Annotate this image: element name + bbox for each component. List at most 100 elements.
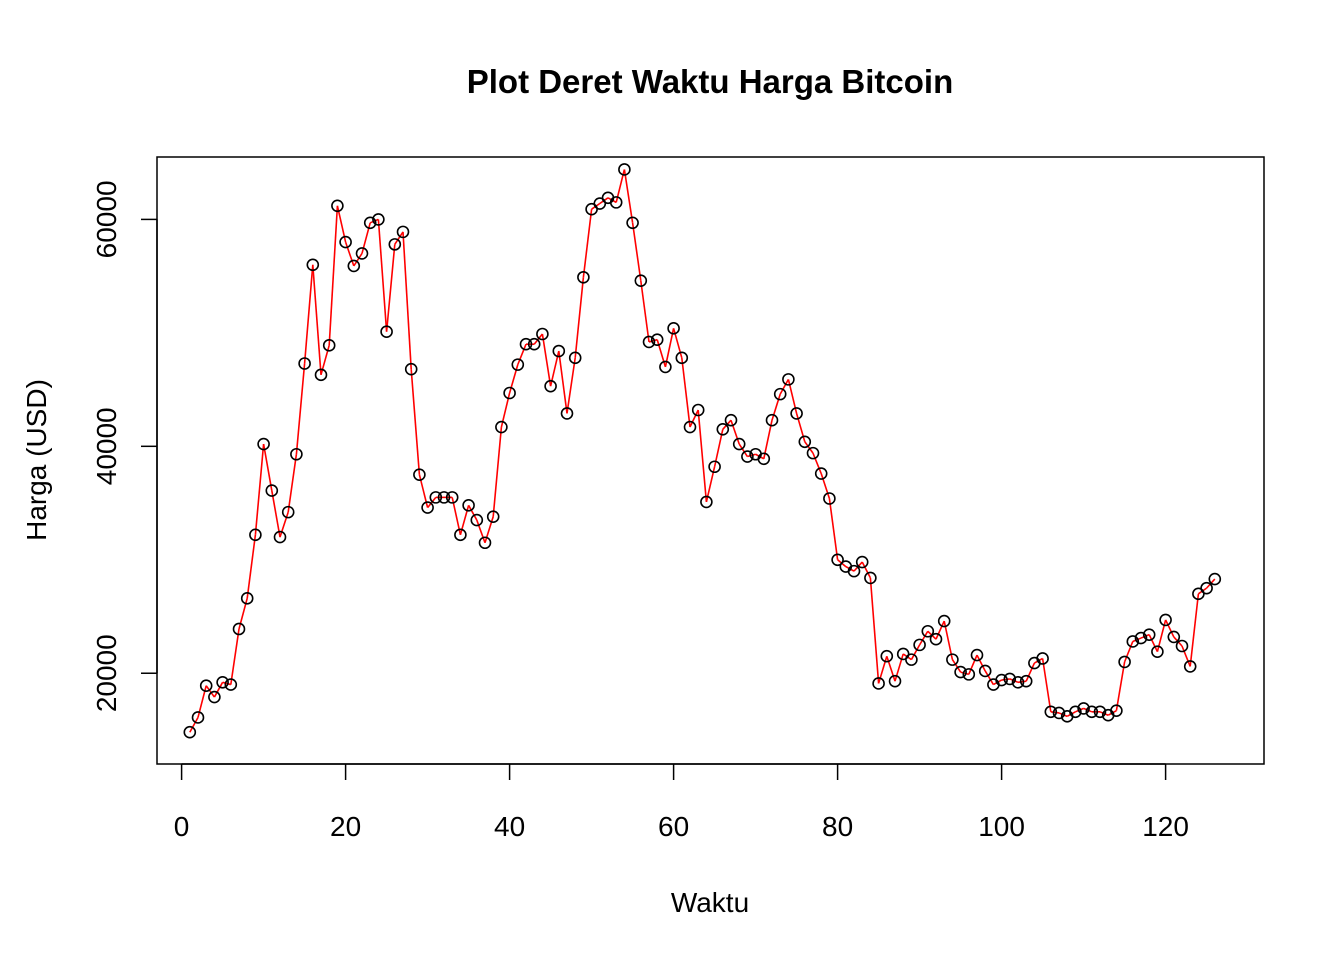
data-point [208, 690, 221, 704]
data-point [937, 614, 951, 628]
x-tick-label: 0 [174, 811, 190, 842]
data-point [1093, 705, 1107, 719]
data-point [1134, 631, 1148, 645]
data-point [536, 327, 549, 341]
series-segment [230, 628, 240, 685]
series-segment [566, 357, 576, 414]
data-point [798, 435, 812, 449]
series-segment [623, 169, 634, 223]
series-segment [755, 453, 765, 460]
data-point [847, 564, 861, 578]
series-segment [303, 264, 314, 364]
data-point [281, 505, 295, 519]
data-point [331, 199, 344, 213]
data-point [929, 632, 943, 646]
data-point [1110, 704, 1123, 717]
series-layer [183, 163, 1222, 739]
data-point [478, 536, 492, 550]
data-point [339, 235, 352, 249]
series-segment [771, 393, 781, 421]
series-segment [344, 241, 355, 267]
data-point [355, 247, 369, 260]
y-axis-label: Harga (USD) [21, 379, 52, 541]
series-segment [820, 473, 831, 499]
series-segment [631, 222, 642, 281]
series-segment [394, 231, 404, 245]
series-segment [1017, 680, 1027, 684]
y-tick-label: 20000 [91, 634, 122, 712]
series-segment [205, 685, 216, 698]
series-segment [410, 369, 421, 475]
series-segment [189, 717, 199, 733]
data-point [1208, 572, 1222, 586]
data-point [1118, 655, 1131, 669]
series-segment [935, 620, 945, 640]
series-segment [607, 197, 617, 204]
series-segment [1123, 641, 1134, 663]
data-point [298, 357, 311, 370]
data-point [1167, 630, 1181, 644]
data-point [724, 413, 738, 427]
data-point [413, 468, 426, 481]
series-segment [738, 443, 749, 457]
data-point [650, 333, 664, 346]
data-point [306, 258, 320, 272]
series-segment [1025, 662, 1036, 682]
series-segment [1148, 634, 1159, 653]
data-point [191, 711, 205, 724]
data-point [396, 225, 410, 239]
series-segment [1181, 645, 1191, 667]
data-point [675, 351, 689, 365]
data-point [322, 339, 336, 352]
plot-frame [156, 156, 1265, 765]
data-point [470, 513, 484, 527]
series-segment [943, 620, 954, 660]
data-point [249, 528, 262, 542]
data-point [1069, 705, 1082, 719]
data-point [1077, 702, 1090, 715]
data-point [716, 422, 730, 436]
data-point [1142, 628, 1156, 641]
x-tick-label: 60 [658, 811, 689, 842]
series-segment [1058, 712, 1068, 718]
series-segment [426, 496, 437, 509]
series-segment [1189, 593, 1200, 667]
data-point [519, 337, 533, 351]
data-point [224, 678, 238, 691]
series-segment [993, 679, 1002, 686]
data-point [363, 216, 377, 230]
series-segment [476, 519, 486, 544]
series-segment [812, 452, 822, 474]
series-segment [747, 453, 756, 458]
data-point [642, 335, 656, 349]
data-point [544, 379, 557, 393]
series-segment [385, 244, 396, 332]
series-segment [951, 659, 962, 673]
x-tick-label: 80 [822, 811, 853, 842]
data-point [1159, 613, 1172, 627]
data-point [183, 725, 197, 739]
series-segment [1001, 678, 1010, 681]
data-point [372, 213, 385, 226]
series-segment [369, 218, 379, 224]
data-point [347, 259, 361, 273]
series-segment [681, 357, 691, 428]
series-segment [312, 264, 322, 375]
data-point [1200, 581, 1213, 595]
data-point [1085, 705, 1099, 719]
series-segment [328, 205, 339, 346]
series-segment [804, 441, 814, 454]
series-segment [1034, 657, 1043, 664]
data-point [741, 450, 754, 463]
data-point [486, 510, 500, 523]
series-segment [254, 443, 265, 535]
data-point [1151, 645, 1164, 658]
y-axis: 20000 40000 60000 [91, 180, 158, 712]
data-point [806, 446, 820, 460]
series-segment [1083, 707, 1093, 713]
data-point [609, 196, 623, 209]
series-segment [1164, 619, 1175, 638]
data-point [1126, 635, 1140, 648]
series-segment [845, 565, 855, 572]
